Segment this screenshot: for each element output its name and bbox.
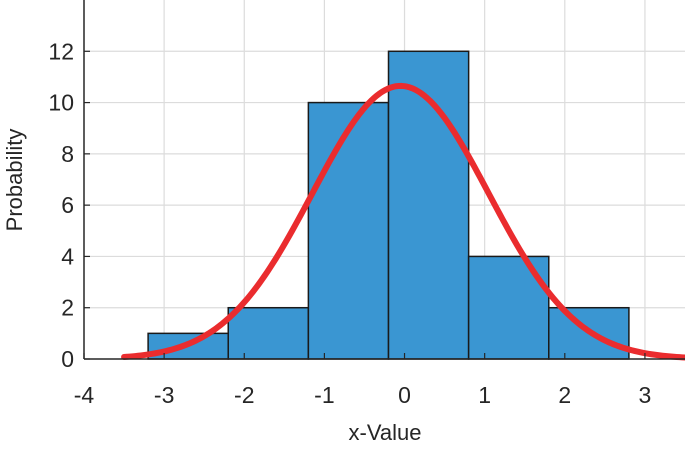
- x-tick-labels: -4 -3 -2 -1 0 1 2 3: [74, 382, 652, 408]
- y-tick-label: 0: [61, 346, 74, 372]
- y-tick-label: 6: [61, 192, 74, 218]
- x-tick-label: 2: [558, 382, 571, 408]
- y-tick-labels: 0 2 4 6 8 10 12: [48, 38, 74, 372]
- histogram-bar: [227, 306, 310, 360]
- x-axis-label: x-Value: [349, 420, 422, 445]
- y-tick-label: 4: [61, 243, 74, 269]
- y-axis-label: Probability: [2, 129, 27, 232]
- histogram-bar: [307, 101, 390, 360]
- x-tick-label: 1: [478, 382, 491, 408]
- axes: [83, 0, 685, 360]
- x-tick-label: -2: [234, 382, 254, 408]
- normal-fit-curve: [121, 82, 685, 361]
- y-tick-label: 12: [48, 38, 74, 64]
- x-tick-label: -3: [154, 382, 174, 408]
- x-tick-label: 3: [639, 382, 652, 408]
- x-tick-label: 0: [398, 382, 411, 408]
- y-tick-label: 10: [48, 90, 74, 116]
- x-tick-label: -4: [74, 382, 95, 408]
- y-tick-label: 2: [61, 295, 74, 321]
- y-tick-label: 8: [61, 141, 74, 167]
- x-tick-label: -1: [314, 382, 334, 408]
